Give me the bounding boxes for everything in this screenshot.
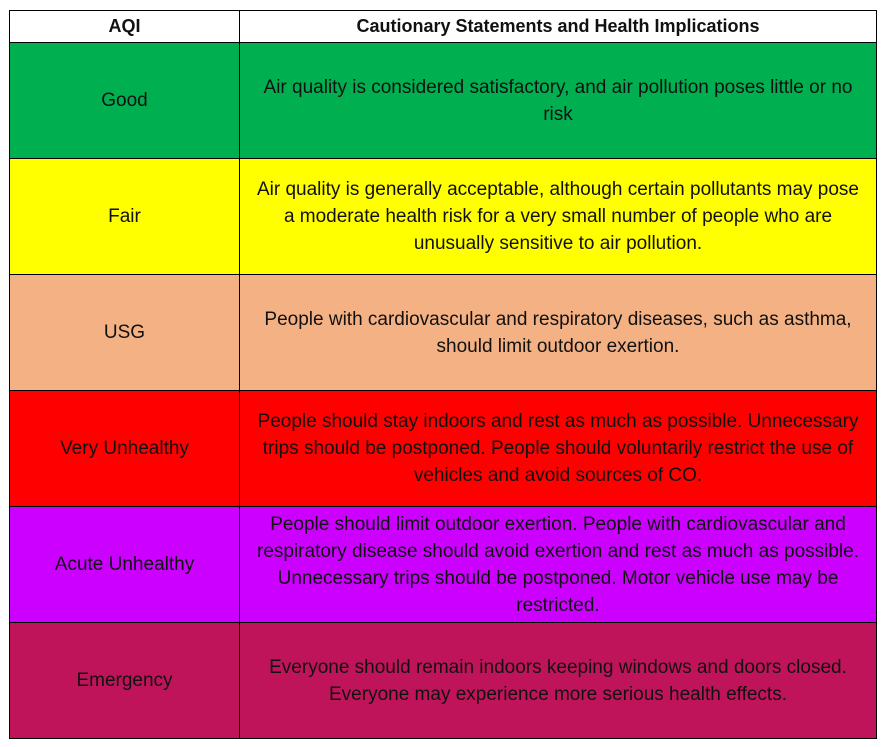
aqi-level-cell: Fair — [9, 158, 240, 275]
table-header-row: AQI Cautionary Statements and Health Imp… — [9, 10, 877, 43]
table-row-usg: USG People with cardiovascular and respi… — [9, 274, 877, 391]
table-row-very-unhealthy: Very Unhealthy People should stay indoor… — [9, 390, 877, 507]
aqi-level-cell: Emergency — [9, 622, 240, 739]
header-cautionary-statements: Cautionary Statements and Health Implica… — [239, 10, 877, 43]
aqi-table: AQI Cautionary Statements and Health Imp… — [9, 10, 877, 739]
aqi-level-cell: USG — [9, 274, 240, 391]
aqi-level-cell: Good — [9, 42, 240, 159]
aqi-level-cell: Acute Unhealthy — [9, 506, 240, 623]
table-row-emergency: Emergency Everyone should remain indoors… — [9, 622, 877, 739]
health-statement-cell: Air quality is generally acceptable, alt… — [239, 158, 877, 275]
table-row-fair: Fair Air quality is generally acceptable… — [9, 158, 877, 275]
health-statement-cell: People should stay indoors and rest as m… — [239, 390, 877, 507]
health-statement-cell: People should limit outdoor exertion. Pe… — [239, 506, 877, 623]
health-statement-cell: Everyone should remain indoors keeping w… — [239, 622, 877, 739]
header-aqi: AQI — [9, 10, 240, 43]
health-statement-cell: Air quality is considered satisfactory, … — [239, 42, 877, 159]
health-statement-cell: People with cardiovascular and respirato… — [239, 274, 877, 391]
table-row-acute-unhealthy: Acute Unhealthy People should limit outd… — [9, 506, 877, 623]
aqi-level-cell: Very Unhealthy — [9, 390, 240, 507]
table-row-good: Good Air quality is considered satisfact… — [9, 42, 877, 159]
aqi-table-container: AQI Cautionary Statements and Health Imp… — [9, 10, 877, 739]
